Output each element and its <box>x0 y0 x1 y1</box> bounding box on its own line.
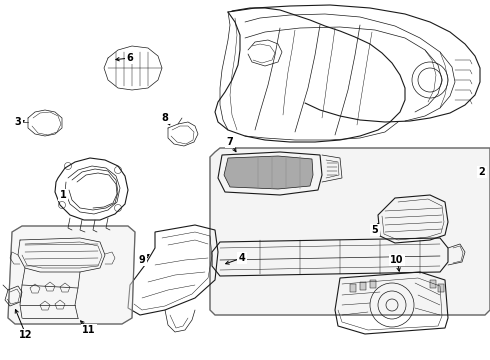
Text: 10: 10 <box>390 255 404 265</box>
Polygon shape <box>210 148 490 315</box>
Text: 1: 1 <box>60 190 66 200</box>
Text: 12: 12 <box>19 330 33 340</box>
Text: 9: 9 <box>139 255 146 265</box>
Text: 2: 2 <box>479 167 486 177</box>
Text: 11: 11 <box>82 325 96 335</box>
Text: 6: 6 <box>126 53 133 63</box>
Polygon shape <box>438 284 444 292</box>
Polygon shape <box>8 226 135 324</box>
Text: 7: 7 <box>227 137 233 147</box>
Polygon shape <box>360 282 366 290</box>
Text: 5: 5 <box>371 225 378 235</box>
Text: 4: 4 <box>239 253 245 263</box>
Polygon shape <box>370 280 376 288</box>
Polygon shape <box>350 284 356 292</box>
Text: 3: 3 <box>15 117 22 127</box>
Polygon shape <box>430 280 436 288</box>
Polygon shape <box>224 156 313 189</box>
Text: 8: 8 <box>162 113 169 123</box>
